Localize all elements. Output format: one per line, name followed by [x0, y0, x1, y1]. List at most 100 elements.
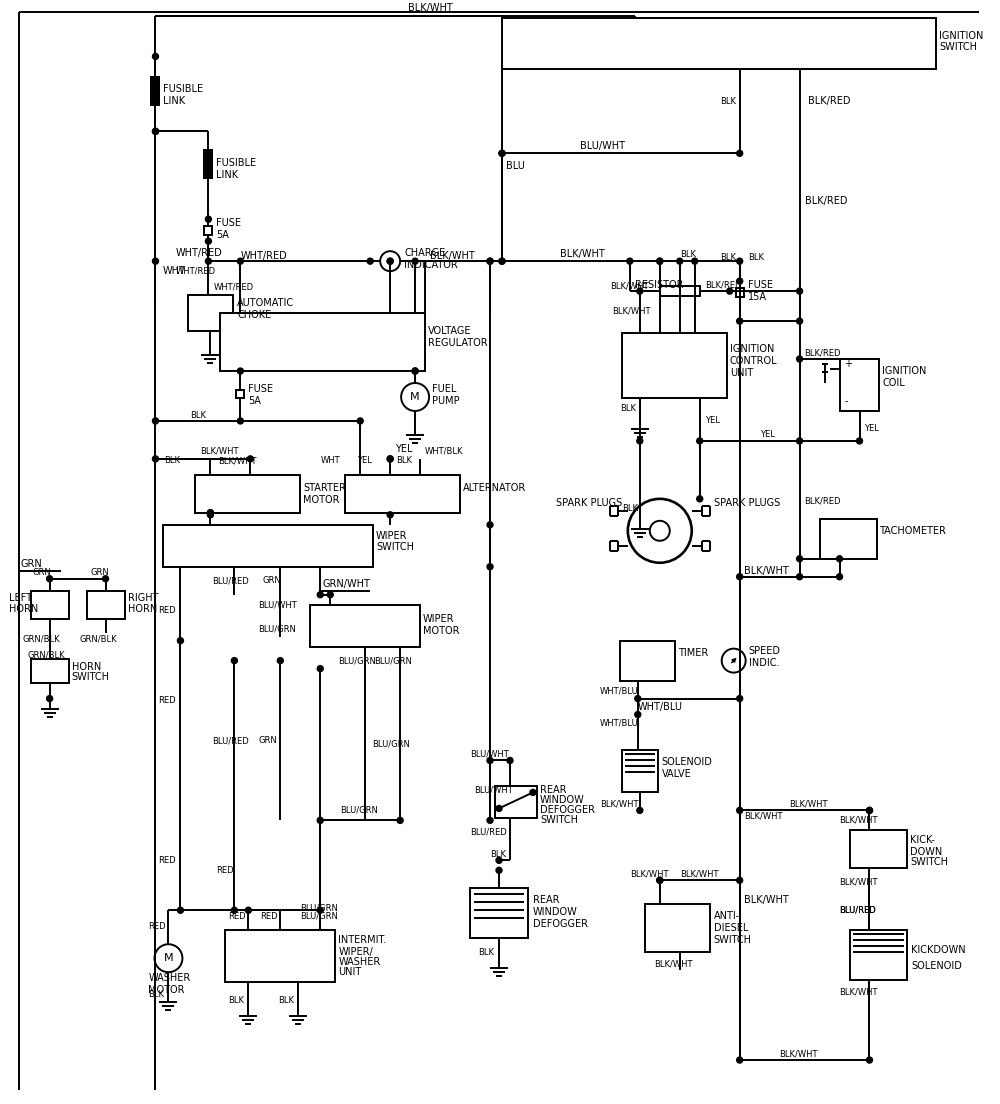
Text: BLU/WHT: BLU/WHT — [580, 141, 625, 151]
Text: YEL: YEL — [705, 416, 720, 425]
Text: BLK: BLK — [228, 996, 244, 1005]
Bar — [822, 363, 828, 365]
Text: FUSE: FUSE — [216, 219, 241, 229]
Text: COIL: COIL — [882, 378, 905, 388]
Text: SWITCH: SWITCH — [910, 858, 948, 868]
Text: BLK: BLK — [190, 412, 206, 421]
Text: WHT/RED: WHT/RED — [175, 267, 216, 276]
Text: INTERMIT.: INTERMIT. — [338, 935, 386, 945]
Text: SPARK PLUGS: SPARK PLUGS — [714, 498, 780, 508]
Text: BLK/WHT: BLK/WHT — [840, 988, 878, 997]
Circle shape — [628, 499, 692, 563]
Text: HORN: HORN — [72, 661, 101, 671]
Text: WHT: WHT — [320, 456, 340, 466]
Text: SWITCH: SWITCH — [540, 816, 578, 826]
Circle shape — [530, 789, 536, 795]
Circle shape — [797, 355, 803, 362]
Text: YEL: YEL — [760, 431, 775, 439]
Text: YEL: YEL — [395, 444, 413, 454]
Circle shape — [380, 252, 400, 272]
Text: BLU/GRN: BLU/GRN — [340, 806, 378, 815]
Bar — [660, 286, 700, 296]
Circle shape — [152, 128, 158, 135]
Text: BLU: BLU — [506, 161, 525, 171]
Bar — [225, 931, 335, 983]
Circle shape — [737, 150, 743, 157]
Text: BLU/RED: BLU/RED — [840, 905, 876, 915]
Text: BLK/WHT: BLK/WHT — [840, 878, 878, 887]
Text: SWITCH: SWITCH — [72, 671, 110, 681]
Circle shape — [152, 418, 158, 424]
Text: 5A: 5A — [248, 396, 261, 406]
Circle shape — [637, 288, 643, 294]
Circle shape — [487, 522, 493, 528]
Text: BLK/RED: BLK/RED — [805, 349, 841, 358]
Circle shape — [487, 817, 493, 824]
Text: WHT/BLU: WHT/BLU — [600, 686, 639, 696]
Text: BLK/WHT: BLK/WHT — [744, 811, 782, 821]
Circle shape — [635, 696, 641, 701]
Text: SOLENOID: SOLENOID — [662, 757, 713, 767]
Text: M: M — [410, 392, 420, 402]
Circle shape — [277, 658, 283, 664]
Circle shape — [152, 456, 158, 461]
Text: BLU/RED: BLU/RED — [470, 828, 507, 837]
Text: WHT/RED: WHT/RED — [175, 248, 222, 258]
Circle shape — [657, 878, 663, 883]
Text: LINK: LINK — [163, 96, 186, 106]
Circle shape — [231, 658, 237, 664]
Text: BLU/GRN: BLU/GRN — [338, 656, 376, 665]
Circle shape — [866, 807, 872, 814]
Circle shape — [357, 418, 363, 424]
Text: RED: RED — [158, 856, 176, 864]
Circle shape — [650, 521, 670, 541]
Circle shape — [412, 368, 418, 374]
Circle shape — [637, 438, 643, 444]
Text: RIGHT: RIGHT — [128, 593, 158, 603]
Circle shape — [697, 496, 703, 502]
Text: BLK/WHT: BLK/WHT — [680, 870, 718, 879]
Circle shape — [722, 649, 746, 672]
Text: WASHER: WASHER — [148, 973, 191, 984]
Bar — [31, 591, 69, 618]
Circle shape — [499, 150, 505, 157]
Circle shape — [737, 574, 743, 580]
Text: BLU/WHT: BLU/WHT — [470, 750, 509, 758]
Bar — [87, 591, 125, 618]
Circle shape — [387, 456, 393, 461]
Circle shape — [397, 817, 403, 824]
Text: SPEED: SPEED — [749, 646, 781, 656]
Circle shape — [207, 510, 213, 516]
Circle shape — [47, 575, 53, 582]
Text: BLK: BLK — [278, 996, 294, 1005]
Circle shape — [737, 807, 743, 814]
Circle shape — [152, 53, 158, 60]
Circle shape — [797, 574, 803, 580]
Text: BLK: BLK — [478, 947, 494, 957]
Text: GRN/WHT: GRN/WHT — [322, 578, 370, 588]
Text: BLK: BLK — [148, 989, 164, 999]
Text: REAR: REAR — [540, 785, 566, 796]
Circle shape — [152, 258, 158, 264]
Text: VALVE: VALVE — [662, 769, 692, 779]
Text: BLK: BLK — [490, 850, 506, 859]
Text: YEL: YEL — [864, 424, 879, 434]
Text: BLK/RED: BLK/RED — [805, 497, 841, 506]
Circle shape — [737, 278, 743, 284]
Text: HORN: HORN — [9, 604, 38, 614]
Bar — [622, 333, 727, 397]
Circle shape — [487, 258, 493, 264]
Circle shape — [499, 258, 505, 264]
Text: ALTERNATOR: ALTERNATOR — [463, 482, 526, 492]
Text: BLK/WHT: BLK/WHT — [610, 282, 648, 290]
Text: RED: RED — [260, 912, 278, 921]
Circle shape — [317, 666, 323, 671]
Text: SWITCH: SWITCH — [939, 42, 977, 53]
Text: +: + — [845, 359, 853, 369]
Bar — [345, 475, 460, 513]
Text: GRN: GRN — [258, 736, 277, 745]
Text: YEL: YEL — [357, 456, 372, 466]
Text: MOTOR: MOTOR — [148, 985, 185, 995]
Bar — [203, 149, 213, 179]
Text: UNIT: UNIT — [338, 967, 361, 977]
